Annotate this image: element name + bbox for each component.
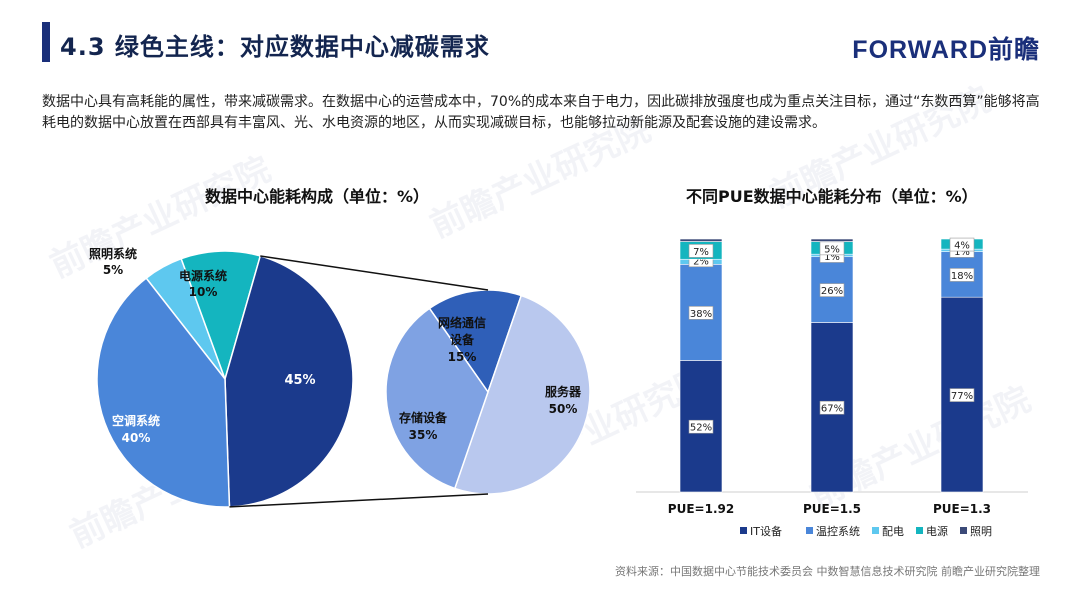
bar-label-cooling-1: 26% — [821, 286, 843, 297]
connector-line-top — [260, 255, 489, 291]
bar-lighting-0 — [679, 238, 723, 242]
bar-label-it-1: 67% — [821, 404, 843, 415]
page-title: 4.3 绿色主线：对应数据中心减碳需求 — [60, 33, 490, 61]
source-note: 资料来源：中国数据中心节能技术委员会 中数智慧信息技术研究院 前瞻产业研究院整理 — [615, 565, 1040, 578]
legend-swatch-distribution — [872, 527, 879, 534]
title-accent-bar — [42, 22, 50, 62]
bar-category-label-1: PUE=1.5 — [803, 502, 861, 516]
sub-label-server-name: 服务器 — [545, 384, 582, 399]
legend-swatch-power — [916, 527, 923, 534]
bar-label-box-cooling-0 — [688, 306, 714, 320]
bar-label-box-power-2 — [949, 237, 975, 252]
pie-label-power-name: 电源系统 — [179, 268, 227, 283]
pie-chart-title: 数据中心能耗构成（单位：%） — [205, 187, 430, 206]
brand-logo: FORWARD前瞻 — [852, 36, 1040, 64]
sub-label-network-name-2: 设备 — [450, 332, 475, 347]
bar-label-box-cooling-1 — [819, 283, 845, 297]
bar-label-box-it-2 — [949, 388, 975, 402]
sub-label-storage-value: 35% — [409, 428, 438, 442]
intro-paragraph: 数据中心具有高耗能的属性，带来减碳需求。在数据中心的运营成本中，70%的成本来自… — [42, 94, 1040, 131]
bar-label-distribution-2: 1% — [954, 247, 970, 258]
pie-label-ac-value: 40% — [122, 431, 151, 445]
bar-category-label-2: PUE=1.3 — [933, 502, 991, 516]
bar-label-power-0: 7% — [693, 247, 709, 258]
bar-label-box-it-1 — [819, 400, 845, 415]
bar-label-it-2: 77% — [951, 391, 973, 402]
bar-label-box-it-0 — [688, 419, 714, 434]
bar-label-box-power-1 — [819, 241, 845, 256]
legend-label-cooling: 温控系统 — [816, 524, 860, 538]
bar-label-distribution-1: 1% — [824, 252, 840, 263]
legend-label-power: 电源 — [926, 524, 948, 538]
bar-label-power-2: 4% — [954, 241, 970, 252]
sub-slice-storage — [385, 307, 489, 490]
bar-lighting-1 — [810, 238, 854, 242]
legend-label-distribution: 配电 — [882, 525, 904, 538]
legend-swatch-cooling — [806, 527, 813, 534]
sub-label-storage-name: 存储设备 — [398, 410, 448, 425]
pie-label-lighting-value: 5% — [103, 263, 123, 277]
pie-label-it-value: 45% — [284, 373, 315, 388]
sub-slice-server — [453, 294, 591, 495]
bar-label-cooling-2: 18% — [951, 271, 973, 282]
pie-slice-it — [224, 255, 354, 508]
bar-chart-title: 不同PUE数据中心能耗分布（单位：%） — [686, 187, 978, 206]
legend-swatch-it — [740, 527, 747, 534]
sub-label-server-value: 50% — [549, 402, 578, 416]
bar-category-label-0: PUE=1.92 — [668, 502, 734, 516]
bar-label-box-cooling-2 — [949, 268, 975, 282]
bar-label-box-power-0 — [688, 244, 714, 258]
pie-label-ac-name: 空调系统 — [112, 413, 160, 428]
legend-label-lighting: 照明 — [970, 525, 992, 538]
legend-label-it: IT设备 — [750, 524, 782, 538]
bar-label-it-0: 52% — [690, 423, 712, 434]
sub-label-network-value: 15% — [448, 350, 477, 364]
connector-line-bottom — [229, 493, 489, 508]
legend-swatch-lighting — [960, 527, 967, 534]
bar-label-distribution-0: 2% — [693, 256, 709, 267]
sub-slice-network — [428, 289, 523, 394]
pie-label-lighting-name: 照明系统 — [89, 246, 137, 261]
sub-label-network-name-1: 网络通信 — [438, 315, 486, 330]
pie-label-power-value: 10% — [189, 285, 218, 299]
pie-slice-power — [180, 250, 262, 382]
bar-label-cooling-0: 38% — [690, 309, 712, 320]
pie-slice-ac — [96, 277, 231, 508]
bar-label-power-1: 5% — [824, 244, 840, 255]
